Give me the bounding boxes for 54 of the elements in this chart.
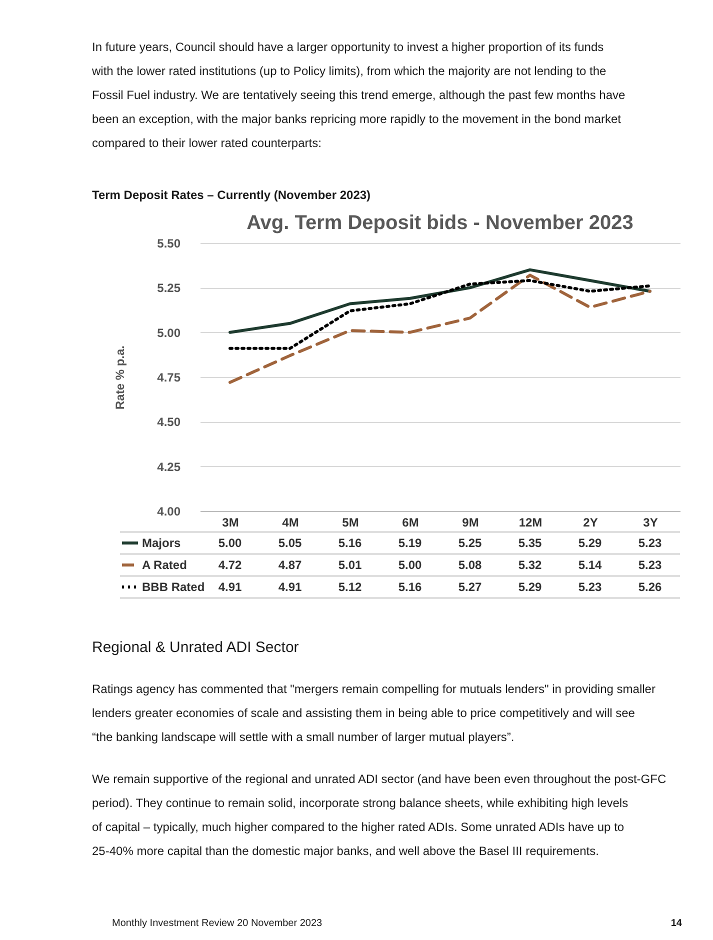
x-tick-label: 4M	[282, 516, 299, 530]
data-label: 5.29	[518, 580, 542, 594]
text: We remain supportive of the regional and unrated ADI sector (and have been even throughout the post-GFC period). They continue to remain solid, incorporate strong balance sheets, while exhibiting high levels of capital – typically, much higher compared to the higher rated ADIs. Some unrated ADIs have up to 25-40% more capital than the domestic major banks, and well above the Basel III requirements.	[92, 772, 666, 858]
chart-title: Avg. Term Deposit bids - November 2023	[246, 212, 634, 234]
data-label: 5.25	[458, 536, 482, 550]
data-label: 5.14	[578, 558, 602, 572]
legend-label: A Rated	[142, 558, 187, 572]
text: Regional & Unrated ADI Sector	[92, 639, 299, 656]
data-label: 5.08	[458, 558, 482, 572]
y-tick-label: 4.75	[157, 370, 181, 384]
data-label: 4.91	[278, 580, 302, 594]
data-label: 5.26	[638, 580, 662, 594]
y-tick-label: 4.50	[157, 415, 181, 430]
y-tick-label: 5.50	[157, 236, 181, 250]
y-axis-title: Rate % p.a.	[113, 345, 128, 410]
x-tick-label: 9M	[462, 516, 479, 530]
x-tick-label: 2Y	[583, 516, 598, 530]
y-tick-label: 5.00	[157, 326, 181, 340]
data-label: 5.00	[398, 558, 422, 572]
data-label: 5.35	[518, 536, 542, 550]
legend-label: BBB Rated	[142, 580, 205, 594]
data-label: 5.19	[398, 536, 422, 550]
data-label: 5.32	[518, 558, 542, 572]
data-label: 4.91	[218, 580, 242, 594]
y-tick-label: 4.25	[157, 460, 181, 474]
legend-label: Majors	[142, 536, 182, 550]
line-series	[228, 268, 652, 334]
data-label: 5.27	[458, 580, 482, 594]
x-tick-label: 12M	[518, 516, 542, 530]
data-label: 4.87	[278, 558, 302, 572]
data-label: 5.00	[218, 536, 242, 550]
x-tick-label: 5M	[342, 516, 359, 530]
data-label: 4.72	[218, 558, 242, 572]
data-label: 5.16	[338, 536, 362, 550]
data-label: 5.23	[638, 536, 662, 550]
text: Ratings agency has commented that "mergers remain compelling for mutuals lenders" in providing smaller lenders greater economies of scale and assisting them in being able to price competitively and will see “the banking landscape will settle with a small number of larger mutual players”.	[92, 682, 656, 744]
data-label: 5.01	[338, 558, 362, 572]
data-label: 5.29	[578, 536, 602, 550]
line-series	[228, 274, 652, 384]
x-tick-label: 3M	[222, 516, 239, 530]
x-tick-label: 3Y	[643, 516, 658, 530]
data-label: 5.23	[578, 580, 602, 594]
y-tick-label: 5.25	[157, 281, 181, 296]
text: Monthly Investment Review 20 November 2023	[112, 918, 323, 929]
data-label: 5.23	[638, 558, 662, 572]
text: Term Deposit Rates – Currently (November 2023)	[92, 188, 371, 202]
y-tick-label: 4.00	[157, 504, 181, 518]
data-label: 5.12	[338, 580, 362, 594]
line-series	[228, 279, 652, 350]
text: 14	[670, 918, 682, 929]
data-label: 5.05	[278, 536, 302, 550]
data-label: 5.16	[398, 580, 422, 594]
text: In future years, Council should have a larger opportunity to invest a higher proportion of its funds with the lower rated institutions (up to Policy limits), from which the majority are not lending to the Fossil Fuel industry. We are tentatively seeing this trend emerge, although the past few months have been an exception, with the major banks repricing more rapidly to the movement in the bond market compared to their lower rated counterparts:	[91, 40, 626, 150]
x-tick-label: 6M	[402, 516, 419, 530]
